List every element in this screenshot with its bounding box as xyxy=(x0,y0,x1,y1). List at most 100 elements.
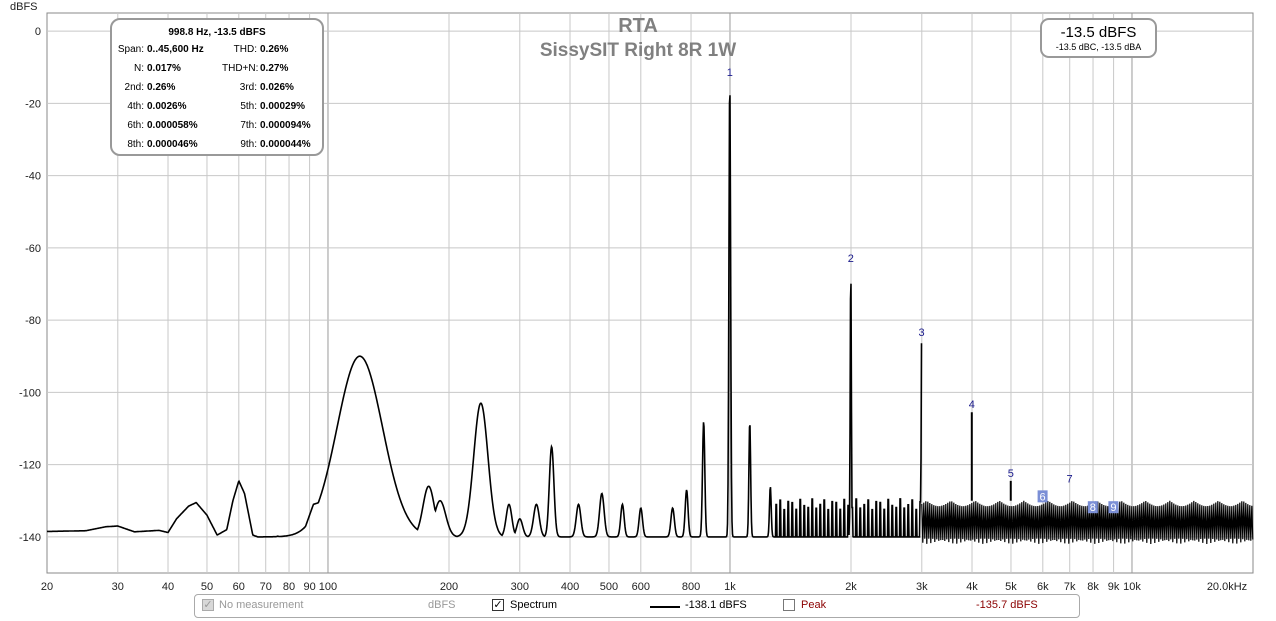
x-tick-label: 80 xyxy=(283,581,295,593)
x-tick-label: 90 xyxy=(303,581,315,593)
x-tick-label: 20.0kHz xyxy=(1207,581,1247,593)
harmonic-marker-box xyxy=(1087,501,1098,514)
x-tick-labels: 20 30 40 50 60 70 80 90 100 200 300 400 500 600 800 1k 2… xyxy=(41,581,1247,593)
y-tick-label: -80 xyxy=(25,315,41,327)
info-value: 0.000044% xyxy=(260,139,311,150)
no-measurement-label: No measurement xyxy=(219,599,304,611)
info-key: THD: xyxy=(233,44,257,55)
x-tick-label: 3k xyxy=(916,581,928,593)
y-tick-label: -20 xyxy=(25,98,41,110)
info-value: 0.00029% xyxy=(260,101,306,112)
peak-label: Peak xyxy=(801,599,827,611)
info-value: 0.000058% xyxy=(147,120,198,131)
y-tick-labels: 0 -20 -40 -60 -80 -100 -120 -140 xyxy=(19,26,41,544)
info-value: 0.26% xyxy=(260,44,289,55)
peak-checkbox[interactable] xyxy=(783,599,795,611)
x-tick-label: 800 xyxy=(682,581,700,593)
info-value: 0..45,600 Hz xyxy=(147,44,204,55)
info-row: 2nd: 0.26% 3rd: 0.026% xyxy=(112,82,322,101)
x-tick-label: 600 xyxy=(632,581,650,593)
info-row: 8th: 0.000046% 9th: 0.000044% xyxy=(112,139,322,158)
harmonic-marker-3: 3 xyxy=(919,327,925,339)
info-value: 0.017% xyxy=(147,63,181,74)
info-value: 0.000046% xyxy=(147,139,198,150)
spectrum-checkbox[interactable]: ✓ xyxy=(492,599,504,611)
harmonic-marker-1: 1 xyxy=(727,67,733,79)
y-tick-label: -100 xyxy=(19,387,41,399)
y-tick-label: -60 xyxy=(25,243,41,255)
info-value: 0.26% xyxy=(147,82,176,93)
x-tick-label: 4k xyxy=(966,581,978,593)
harmonic-marker-box xyxy=(1037,490,1048,503)
x-tick-label: 2k xyxy=(845,581,857,593)
info-value: 0.27% xyxy=(260,63,289,74)
x-tick-label: 8k xyxy=(1087,581,1099,593)
noise-band-trace xyxy=(921,500,1254,545)
legend-bar: ✓ No measurement dBFS ✓ Spectrum -138.1 … xyxy=(194,594,1080,618)
x-tick-label: 200 xyxy=(440,581,458,593)
y-tick-label: -140 xyxy=(19,532,41,544)
harmonic-marker-4: 4 xyxy=(969,399,975,411)
info-key: 5th: xyxy=(240,101,257,112)
harmonic-marker-5: 5 xyxy=(1008,468,1014,480)
x-tick-label: 10k xyxy=(1123,581,1141,593)
x-tick-label: 300 xyxy=(511,581,529,593)
no-measurement-unit: dBFS xyxy=(428,599,456,611)
info-row: N: 0.017% THD+N: 0.27% xyxy=(112,63,322,82)
info-row: 6th: 0.000058% 7th: 0.000094% xyxy=(112,120,322,139)
info-box-header: 998.8 Hz, -13.5 dBFS xyxy=(168,27,266,38)
harmonic-marker-2: 2 xyxy=(848,253,854,265)
y-tick-label: -120 xyxy=(19,460,41,472)
harmonic-markers: 1 2 3 4 5 6 7 8 9 xyxy=(727,67,1119,514)
harmonic-marker-6: 6 xyxy=(1040,491,1046,503)
info-key: 6th: xyxy=(127,120,144,131)
spectrum-trace xyxy=(46,95,923,538)
noise-band xyxy=(921,412,1254,545)
no-measurement-checkbox[interactable]: ✓ xyxy=(202,599,214,611)
x-tick-label: 100 xyxy=(319,581,337,593)
peak-value: -135.7 dBFS xyxy=(976,599,1038,611)
spectrum-label: Spectrum xyxy=(510,599,558,611)
distortion-info-box[interactable]: 998.8 Hz, -13.5 dBFS Span: 0..45,600 Hz TH… xyxy=(110,18,324,156)
x-tick-label: 30 xyxy=(112,581,124,593)
x-tick-label: 9k xyxy=(1108,581,1120,593)
harmonic-marker-7: 7 xyxy=(1066,473,1072,485)
info-key: 7th: xyxy=(240,120,257,131)
x-tick-label: 7k xyxy=(1064,581,1076,593)
x-tick-label: 60 xyxy=(233,581,245,593)
x-tick-label: 20 xyxy=(41,581,53,593)
spectrum-line-swatch xyxy=(650,606,680,608)
x-tick-label: 50 xyxy=(201,581,213,593)
level-readout-sub: -13.5 dBC, -13.5 dBA xyxy=(1055,42,1142,52)
level-readout-box[interactable]: -13.5 dBFS -13.5 dBC, -13.5 dBA xyxy=(1040,18,1157,58)
info-key: THD+N: xyxy=(222,63,259,74)
chart-subtitle: SissySIT Right 8R 1W xyxy=(540,40,736,61)
info-value: 0.026% xyxy=(260,82,294,93)
spectrum-value: -138.1 dBFS xyxy=(685,599,747,611)
x-tick-label: 1k xyxy=(724,581,736,593)
x-tick-label: 500 xyxy=(600,581,618,593)
harmonic-marker-8: 8 xyxy=(1090,502,1096,514)
x-tick-label: 70 xyxy=(260,581,272,593)
info-row: Span: 0..45,600 Hz THD: 0.26% xyxy=(112,44,322,63)
x-tick-label: 40 xyxy=(162,581,174,593)
info-key: 9th: xyxy=(240,139,257,150)
harmonic-marker-9: 9 xyxy=(1110,502,1116,514)
info-value: 0.0026% xyxy=(147,101,187,112)
x-tick-label: 400 xyxy=(561,581,579,593)
info-key: 4th: xyxy=(127,101,144,112)
info-key: 2nd: xyxy=(124,82,144,93)
x-tick-label: 6k xyxy=(1037,581,1049,593)
info-key: Span: xyxy=(117,44,144,55)
y-tick-label: -40 xyxy=(25,171,41,183)
info-key: 3rd: xyxy=(239,82,257,93)
info-key: N: xyxy=(134,63,144,74)
y-tick-label: 0 xyxy=(35,26,41,38)
info-value: 0.000094% xyxy=(260,120,311,131)
level-readout-main: -13.5 dBFS xyxy=(1060,24,1137,41)
info-row: 4th: 0.0026% 5th: 0.00029% xyxy=(112,101,322,120)
info-key: 8th: xyxy=(127,139,144,150)
chart-title: RTA xyxy=(618,15,658,37)
x-tick-label: 5k xyxy=(1005,581,1017,593)
y-axis-label: dBFS xyxy=(10,1,38,13)
